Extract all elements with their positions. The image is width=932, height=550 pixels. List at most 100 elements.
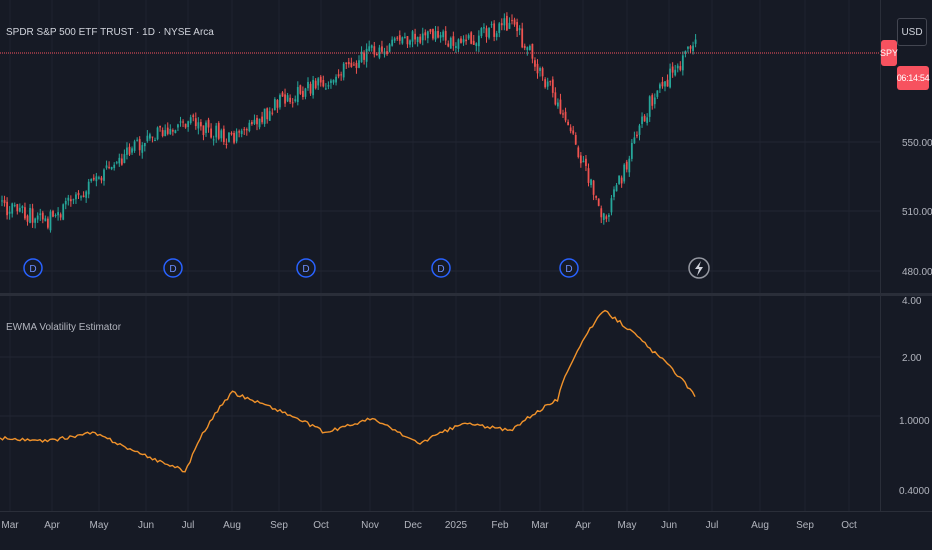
candle[interactable] xyxy=(684,50,687,58)
candle[interactable] xyxy=(411,29,414,48)
candle[interactable] xyxy=(350,57,353,68)
candle[interactable] xyxy=(194,112,197,130)
candle[interactable] xyxy=(36,212,39,223)
candle[interactable] xyxy=(105,160,108,170)
candle[interactable] xyxy=(85,190,88,203)
candle[interactable] xyxy=(623,163,626,184)
candle[interactable] xyxy=(141,142,144,159)
candle[interactable] xyxy=(319,75,322,87)
candle[interactable] xyxy=(521,22,524,49)
candle[interactable] xyxy=(72,198,75,205)
candle[interactable] xyxy=(26,214,29,226)
candle[interactable] xyxy=(513,17,516,27)
candle[interactable] xyxy=(643,114,646,122)
candle[interactable] xyxy=(687,46,689,53)
candle[interactable] xyxy=(610,194,613,216)
candle[interactable] xyxy=(470,31,473,45)
candle[interactable] xyxy=(368,40,371,52)
candle[interactable] xyxy=(18,203,21,213)
candle[interactable] xyxy=(365,43,368,68)
candle[interactable] xyxy=(13,202,16,208)
candle[interactable] xyxy=(404,32,406,39)
candle[interactable] xyxy=(541,66,544,81)
candle[interactable] xyxy=(307,77,309,91)
candle[interactable] xyxy=(544,77,547,89)
candle[interactable] xyxy=(210,123,212,139)
candle[interactable] xyxy=(291,98,294,108)
candle[interactable] xyxy=(123,149,126,164)
candle[interactable] xyxy=(317,77,320,90)
candle[interactable] xyxy=(592,179,595,201)
candle[interactable] xyxy=(671,62,674,78)
candle[interactable] xyxy=(156,126,159,141)
candle[interactable] xyxy=(62,203,65,221)
candle[interactable] xyxy=(551,76,554,98)
candle[interactable] xyxy=(549,80,552,86)
dividend-marker[interactable]: D xyxy=(163,258,183,278)
candle[interactable] xyxy=(159,125,161,132)
candle[interactable] xyxy=(398,30,401,45)
candle[interactable] xyxy=(620,175,623,188)
candle[interactable] xyxy=(646,113,649,126)
candle[interactable] xyxy=(108,161,110,170)
candle[interactable] xyxy=(434,26,437,42)
candle[interactable] xyxy=(177,123,179,132)
candle[interactable] xyxy=(197,117,200,135)
candle[interactable] xyxy=(54,213,57,218)
candle[interactable] xyxy=(559,93,562,115)
candle[interactable] xyxy=(526,46,529,56)
candle[interactable] xyxy=(689,45,692,53)
candle[interactable] xyxy=(1,195,3,207)
candle[interactable] xyxy=(261,111,263,125)
candle[interactable] xyxy=(516,18,518,37)
candle[interactable] xyxy=(57,207,59,221)
candle[interactable] xyxy=(455,42,457,53)
candle[interactable] xyxy=(215,122,218,143)
candle[interactable] xyxy=(449,36,452,49)
candle[interactable] xyxy=(69,195,72,207)
candle[interactable] xyxy=(166,122,169,136)
candle[interactable] xyxy=(118,153,121,167)
candle[interactable] xyxy=(110,166,113,171)
candle[interactable] xyxy=(41,210,44,224)
candle[interactable] xyxy=(171,128,174,136)
candle[interactable] xyxy=(82,191,85,198)
candle[interactable] xyxy=(508,17,511,30)
candle[interactable] xyxy=(432,28,434,41)
candle[interactable] xyxy=(694,34,697,48)
candle[interactable] xyxy=(495,30,498,41)
candle[interactable] xyxy=(358,55,360,69)
candle[interactable] xyxy=(602,212,605,225)
candle[interactable] xyxy=(587,163,590,187)
dividend-marker[interactable]: D xyxy=(23,258,43,278)
candle[interactable] xyxy=(676,63,679,73)
candle[interactable] xyxy=(439,31,442,43)
candle[interactable] xyxy=(523,43,526,51)
earnings-lightning-marker[interactable] xyxy=(688,257,710,279)
candle[interactable] xyxy=(534,57,536,71)
candle[interactable] xyxy=(653,93,656,109)
candle[interactable] xyxy=(477,30,480,53)
candle[interactable] xyxy=(253,114,256,125)
candle[interactable] xyxy=(679,61,682,72)
candle[interactable] xyxy=(406,36,409,49)
candle[interactable] xyxy=(16,203,19,215)
candle[interactable] xyxy=(442,29,445,41)
candle[interactable] xyxy=(3,195,6,207)
candle[interactable] xyxy=(414,28,416,45)
candle[interactable] xyxy=(205,120,207,137)
candle[interactable] xyxy=(493,20,496,42)
candle[interactable] xyxy=(618,175,620,185)
candle[interactable] xyxy=(664,81,666,92)
candle[interactable] xyxy=(39,208,42,221)
candle[interactable] xyxy=(115,161,118,165)
candle[interactable] xyxy=(416,36,419,47)
candle[interactable] xyxy=(8,206,11,220)
candle[interactable] xyxy=(327,81,330,90)
candle[interactable] xyxy=(161,127,164,138)
candle[interactable] xyxy=(567,119,569,126)
candle[interactable] xyxy=(674,64,677,77)
candle[interactable] xyxy=(467,33,470,41)
candle[interactable] xyxy=(373,41,376,58)
